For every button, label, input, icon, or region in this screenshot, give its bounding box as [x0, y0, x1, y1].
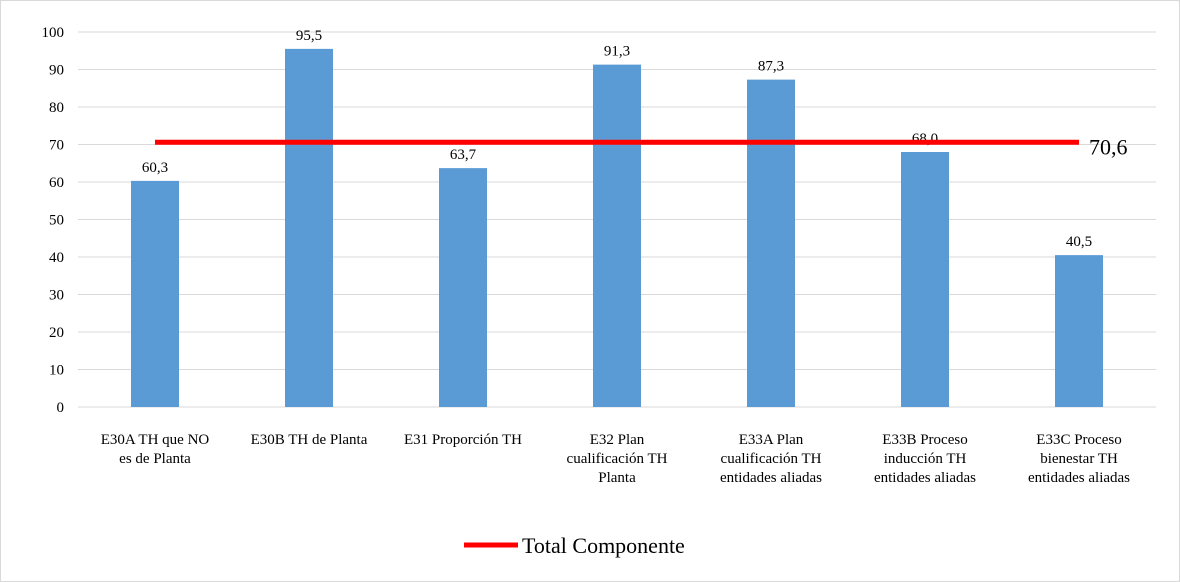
y-axis: 0 10 20 30 40 50 60 70 80 90 100 — [42, 25, 65, 416]
bar — [131, 180, 179, 407]
category-label: E32 Plan cualificación TH Planta — [567, 432, 668, 486]
y-tick-label: 60 — [49, 175, 64, 191]
total-line-group: 70,6 — [155, 134, 1128, 159]
y-tick-label: 50 — [49, 213, 64, 229]
data-label: 95,5 — [296, 28, 322, 44]
category-label: E31 Proporción TH — [404, 432, 522, 448]
data-label: 87,3 — [758, 59, 784, 75]
data-labels: 60,395,563,791,387,368,040,5 — [142, 28, 1092, 250]
y-tick-label: 0 — [57, 400, 65, 416]
x-axis-category-labels: E30A TH que NO es de Planta E30B TH de Pla… — [101, 432, 1130, 486]
data-label: 60,3 — [142, 160, 168, 176]
category-label: E33C Proceso bienestar TH entidades aliada… — [1028, 432, 1130, 486]
y-tick-label: 30 — [49, 288, 64, 304]
bar — [1055, 255, 1103, 407]
category-label: E33A Plan cualificación TH entidades aliad… — [720, 432, 822, 486]
data-label: 63,7 — [450, 147, 477, 163]
category-label: E30A TH que NO es de Planta — [101, 432, 210, 467]
data-label: 40,5 — [1066, 234, 1092, 250]
total-line-label: 70,6 — [1089, 134, 1128, 159]
y-tick-label: 20 — [49, 325, 64, 341]
y-tick-label: 90 — [49, 63, 64, 79]
bar — [747, 79, 795, 407]
bar — [901, 152, 949, 407]
bar — [439, 168, 487, 407]
y-tick-label: 10 — [49, 363, 64, 379]
bar — [593, 64, 641, 407]
data-label: 91,3 — [604, 44, 630, 60]
legend-label: Total Componente — [522, 533, 685, 558]
category-label: E33B Proceso inducción TH entidades aliada… — [874, 432, 976, 486]
y-tick-label: 80 — [49, 100, 64, 116]
y-tick-label: 40 — [49, 250, 64, 266]
bars — [131, 48, 1103, 407]
category-label: E30B TH de Planta — [251, 432, 368, 448]
bar — [285, 48, 333, 407]
y-tick-label: 100 — [42, 25, 65, 41]
y-tick-label: 70 — [49, 138, 64, 154]
legend: Total Componente — [464, 533, 685, 558]
